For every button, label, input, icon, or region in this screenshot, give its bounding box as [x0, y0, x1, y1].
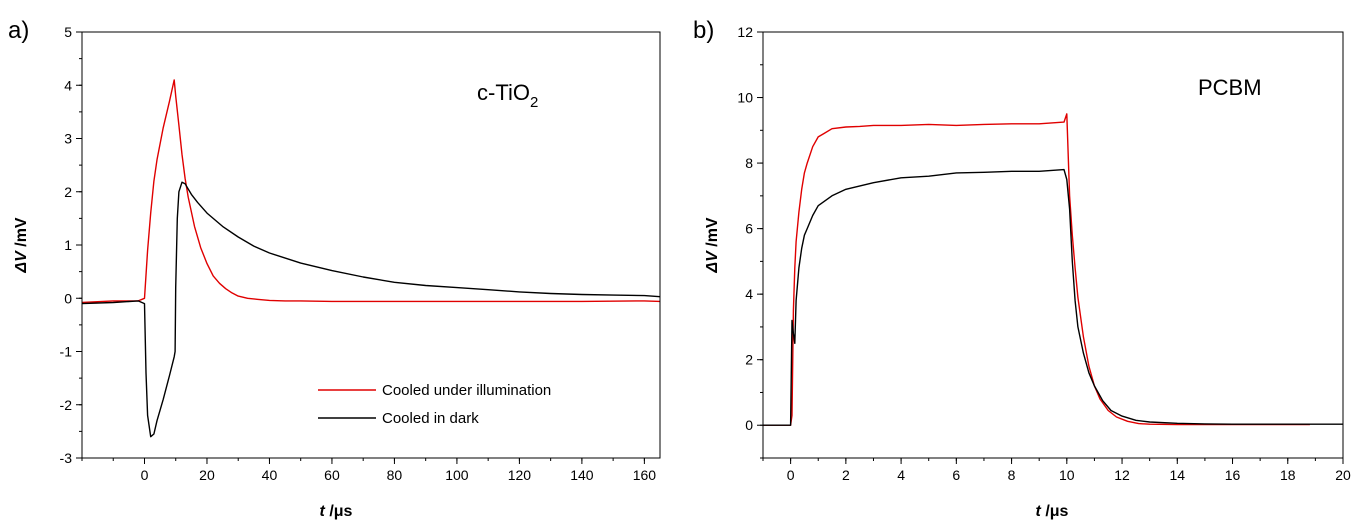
panel-a-chart: a) 0 20 40 60 80 100 120 140 160 -3 -2 -1 0 1 2 3 4 5 c-T… [8, 17, 661, 520]
panel-a-x-axis-label: t /μs [320, 503, 353, 520]
y-tick-label: 1 [64, 237, 72, 253]
y-tick-label: 10 [737, 90, 753, 106]
legend-label-dark: Cooled in dark [382, 410, 479, 427]
series-line-black [81, 181, 661, 438]
y-tick-label: -1 [60, 344, 73, 360]
x-tick-label: 14 [1169, 467, 1185, 483]
x-tick-label: 160 [633, 467, 657, 483]
y-tick-label: 2 [64, 184, 72, 200]
panel-b-annotation: PCBM [1198, 75, 1262, 100]
x-tick-label: 20 [199, 467, 215, 483]
x-tick-label: 0 [787, 467, 795, 483]
panel-a-y-axis-label: ΔV /mV [13, 217, 30, 274]
y-tick-label: -3 [60, 450, 73, 466]
y-tick-label: 5 [64, 24, 72, 40]
panel-a-letter: a) [8, 17, 29, 44]
x-tick-label: 120 [508, 467, 532, 483]
x-tick-label: 6 [952, 467, 960, 483]
x-tick-label: 10 [1059, 467, 1075, 483]
y-tick-label: 8 [745, 155, 753, 171]
x-tick-label: 4 [897, 467, 905, 483]
x-tick-label: 16 [1225, 467, 1241, 483]
y-tick-label: -2 [60, 397, 73, 413]
x-tick-label: 0 [141, 467, 149, 483]
panel-b-y-axis-label: ΔV /mV [704, 217, 721, 274]
y-tick-label: 0 [64, 290, 72, 306]
x-tick-label: 18 [1280, 467, 1296, 483]
y-tick-label: 3 [64, 131, 72, 147]
panel-a-annotation: c-TiO2 [477, 80, 538, 111]
panel-a-plot-frame [81, 31, 661, 459]
x-tick-label: 8 [1008, 467, 1016, 483]
x-tick-label: 80 [387, 467, 403, 483]
x-tick-label: 140 [570, 467, 594, 483]
legend-label-illuminated: Cooled under illumination [382, 382, 551, 399]
panel-b-letter: b) [693, 17, 714, 44]
y-tick-label: 6 [745, 221, 753, 237]
x-tick-label: 100 [445, 467, 469, 483]
y-tick-label: 12 [737, 24, 753, 40]
series-line-red [81, 79, 661, 304]
x-tick-label: 40 [262, 467, 278, 483]
y-tick-label: 2 [745, 352, 753, 368]
panel-b-chart: b) 0 2 4 6 8 10 12 14 16 18 20 0 2 4 6 8 10 12 PCBM t /μs… [693, 17, 1351, 520]
panel-b-plot-frame [762, 31, 1344, 459]
panel-a-legend: Cooled under illumination Cooled in dark [318, 382, 551, 427]
x-tick-label: 12 [1114, 467, 1130, 483]
panel-b-x-axis-label: t /μs [1036, 503, 1069, 520]
y-tick-label: 4 [745, 286, 753, 302]
y-tick-label: 4 [64, 77, 72, 93]
x-tick-label: 20 [1335, 467, 1351, 483]
series-line-black [763, 168, 1343, 426]
y-tick-label: 0 [745, 417, 753, 433]
series-line-red [763, 113, 1310, 426]
x-tick-label: 2 [842, 467, 850, 483]
x-tick-label: 60 [324, 467, 340, 483]
